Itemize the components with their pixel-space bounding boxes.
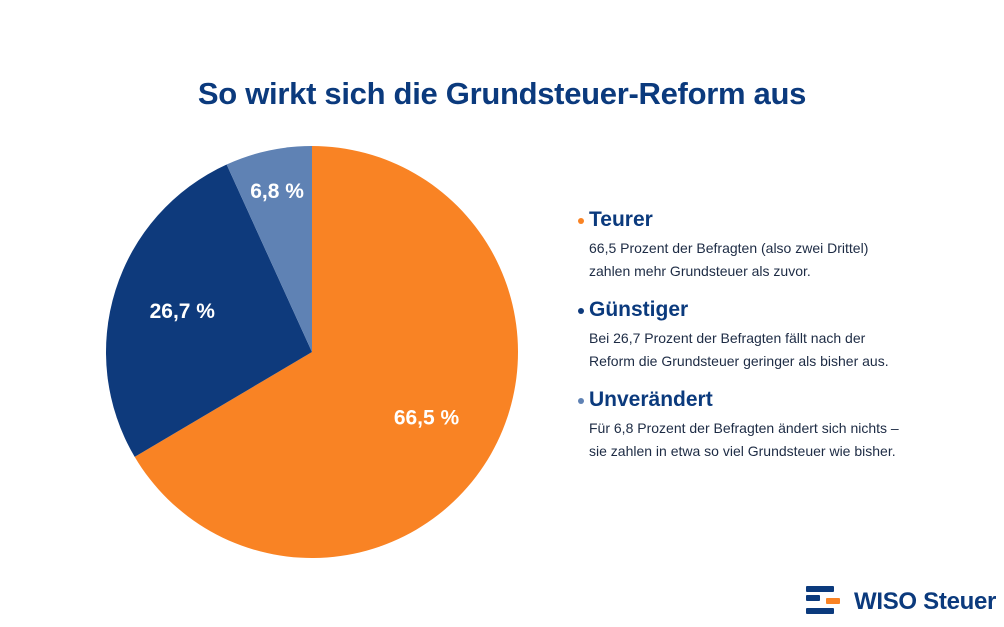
wiso-steuer-logo: WISO Steuer <box>806 586 996 618</box>
legend: Teurer 66,5 Prozent der Befragten (also … <box>578 207 958 477</box>
slice-teurer <box>134 146 519 558</box>
slice-guenstiger <box>105 164 312 457</box>
legend-label-teurer: Teurer <box>589 208 653 231</box>
legend-dot-guenstiger <box>578 308 584 314</box>
chart-title: So wirkt sich die Grundsteuer-Reform aus <box>197 76 807 111</box>
slice-teurer-label: 66,5 % <box>394 406 460 429</box>
legend-item-unveraendert: Unverändert Für 6,8 Prozent der Befragte… <box>578 387 958 463</box>
legend-description-teurer: 66,5 Prozent der Befragten (also zwei Dr… <box>589 240 869 279</box>
legend-description-guenstiger: Bei 26,7 Prozent der Befragten fällt nac… <box>589 330 889 369</box>
slice-unveraendert <box>226 146 312 352</box>
legend-label-unveraendert: Unverändert <box>589 388 713 411</box>
legend-dot-teurer <box>578 218 584 224</box>
legend-item-teurer: Teurer 66,5 Prozent der Befragten (also … <box>578 207 958 283</box>
legend-dot-unveraendert <box>578 398 584 404</box>
legend-label-guenstiger: Günstiger <box>589 298 689 321</box>
slice-unveraendert-label: 6,8 % <box>250 180 304 203</box>
wiso-logo-icon <box>806 586 840 614</box>
slice-guenstiger-label: 26,7 % <box>150 300 216 323</box>
legend-item-guenstiger: Günstiger Bei 26,7 Prozent der Befragten… <box>578 297 958 373</box>
legend-description-unveraendert: Für 6,8 Prozent der Befragten ändert sic… <box>589 420 899 459</box>
logo-text: WISO Steuer <box>854 588 997 615</box>
